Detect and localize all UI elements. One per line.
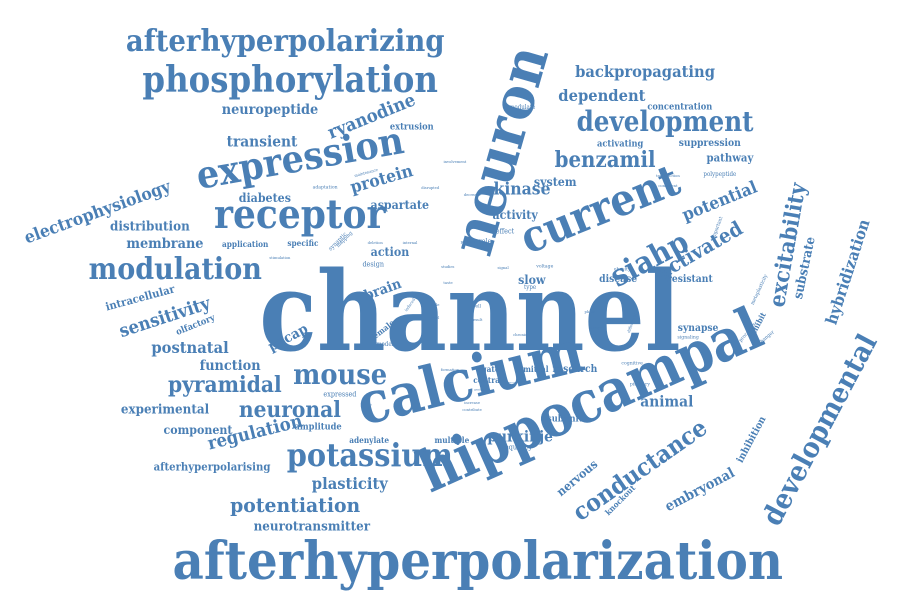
word-modulation: modulation xyxy=(88,252,262,287)
word-design: design xyxy=(362,260,385,269)
word-dependent: dependent xyxy=(558,86,646,105)
word-extrusion: extrusion xyxy=(389,122,434,133)
word-change: change xyxy=(589,325,603,330)
word-component: component xyxy=(163,423,233,437)
word-membrane: membrane xyxy=(126,236,204,252)
word-disrupted: disrupted xyxy=(421,185,440,190)
word-afterhyperpolarising: afterhyperpolarising xyxy=(153,460,271,474)
word-recording: recording xyxy=(508,380,522,385)
word-mitral: mitral xyxy=(523,364,549,374)
word-studies: studies xyxy=(441,264,455,269)
word-afterhyperpolarization: afterhyperpolarization xyxy=(172,531,784,592)
word-benzamil: benzamil xyxy=(554,147,656,173)
word-application: application xyxy=(222,239,269,249)
word-function: function xyxy=(199,358,261,374)
word-diabetes: diabetes xyxy=(238,191,291,205)
word-male: male xyxy=(430,302,440,307)
word-gradient: gradient xyxy=(474,387,486,392)
word-neuronal: neuronal xyxy=(238,397,341,423)
word-receptor: receptor xyxy=(214,191,386,238)
word-voltage: voltage xyxy=(536,263,554,270)
word-experimental: experimental xyxy=(120,402,210,418)
word-gated: gated xyxy=(481,364,505,374)
word-neuropeptide: neuropeptide xyxy=(221,102,319,118)
word-phosphorylation: phosphorylation xyxy=(142,59,438,101)
word-postnatal: postnatal xyxy=(151,338,229,357)
word-formation: formation xyxy=(440,367,460,372)
word-decrease: decrease xyxy=(463,192,481,197)
word-purkinje: purkinje xyxy=(487,427,553,446)
word-aspartate: aspartate xyxy=(370,198,429,212)
word-effect: effect xyxy=(495,227,515,236)
word-cell: cell xyxy=(472,303,482,310)
word-hybridization: hybridization xyxy=(821,216,874,327)
word-kinase: kinase xyxy=(493,179,551,200)
word-pituitary: pituitary xyxy=(629,381,650,388)
word-modulate: modulate xyxy=(509,104,536,111)
word-activating: activating xyxy=(597,139,644,150)
word-model: model xyxy=(376,341,394,348)
word-synapse: synapse xyxy=(677,323,719,334)
word-specific: specific xyxy=(287,238,319,248)
word-multiple: multiple xyxy=(434,435,470,445)
word-pathway: pathway xyxy=(706,151,754,165)
word-action: action xyxy=(370,245,410,259)
word-taste: taste xyxy=(443,280,453,285)
word-adaptation: adaptation xyxy=(312,184,338,191)
word-result: result xyxy=(471,317,483,322)
word-perform: perform xyxy=(460,239,476,244)
word-research: research xyxy=(552,364,598,375)
word-signal: signal xyxy=(497,265,509,270)
word-distribution: distribution xyxy=(109,219,190,235)
word-increase: increase xyxy=(464,400,480,405)
word-animal: animal xyxy=(640,392,694,411)
word-central: central xyxy=(473,375,503,385)
word-amplitude: amplitude xyxy=(294,422,342,433)
word-suppression: suppression xyxy=(678,138,741,149)
word-channel: channel xyxy=(259,247,681,376)
word-internal: internal xyxy=(402,240,418,245)
word-mouse: mouse xyxy=(293,358,388,391)
word-transduction: transduction xyxy=(656,173,680,178)
word-chronic: chronic xyxy=(513,332,528,337)
word-polypeptide: polypeptide xyxy=(703,171,737,178)
word-potassium: potassium xyxy=(286,436,453,474)
word-system: system xyxy=(533,175,577,189)
word-stimulation: stimulation xyxy=(269,255,291,260)
word-type: type xyxy=(524,284,537,291)
word-afterhyperpolarizing: afterhyperpolarizing xyxy=(125,24,445,59)
word-expressed: expressed xyxy=(323,390,357,399)
word-level: level xyxy=(430,315,440,320)
word-deletion: deletion xyxy=(367,240,383,245)
word-adenylate: adenylate xyxy=(349,435,390,445)
word-signaling: signaling xyxy=(677,334,699,341)
word-inhibition: inhibition xyxy=(734,414,769,465)
word-subunit: subunit xyxy=(547,414,583,425)
word-obesity: obesity xyxy=(613,266,631,273)
word-cognitive: cognitive xyxy=(621,360,643,367)
word-activity: activity xyxy=(492,208,538,222)
word-disease: disease xyxy=(599,274,638,285)
word-resistant: resistant xyxy=(666,274,713,285)
word-backpropagating: backpropagating xyxy=(575,62,715,81)
word-involvement: involvement xyxy=(443,159,467,164)
word-transient: transient xyxy=(226,132,298,151)
word-slow: slow xyxy=(518,273,546,287)
word-developmental: developmental xyxy=(755,328,884,531)
word-phase: phase xyxy=(584,309,596,314)
word-plasticity: plasticity xyxy=(311,474,388,493)
word-role: role xyxy=(478,237,492,246)
word-pyramidal: pyramidal xyxy=(167,372,282,398)
word-potentiation: potentiation xyxy=(230,493,361,517)
word-contribute: contribute xyxy=(462,407,482,412)
word-consistent: consistent xyxy=(658,183,678,188)
word-frequency: frequency xyxy=(499,443,533,452)
word-development: development xyxy=(576,105,754,138)
word-concentration: concentration xyxy=(647,102,713,113)
word-embryonal: embryonal xyxy=(662,465,738,515)
word-neurotransmitter: neurotransmitter xyxy=(253,519,371,535)
